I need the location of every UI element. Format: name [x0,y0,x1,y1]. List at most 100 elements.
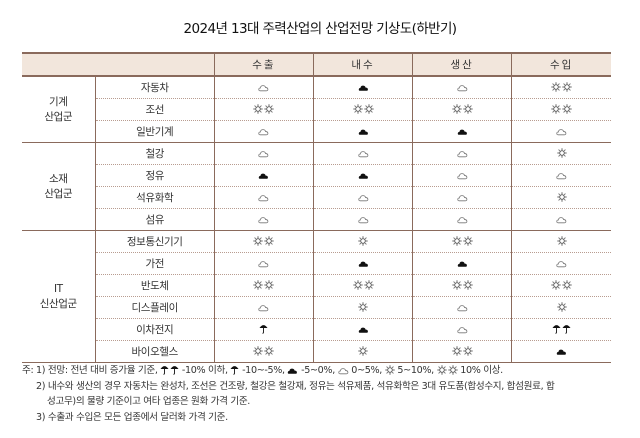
cloud-icon [556,213,567,227]
cell-import [511,340,611,363]
double-sun-icon [352,278,374,292]
cloud-icon [258,301,269,315]
cell-production [412,142,512,165]
double-sun-icon [451,234,473,248]
cell-export [213,98,314,121]
cloud-icon [357,213,369,227]
cell-import [511,164,611,187]
industry-name: 정유 [94,164,215,187]
cell-import [511,274,611,297]
footnotes: 주: 1) 전망: 전년 대비 증가율 기준, -10% 이하, -10~-5%… [22,363,622,425]
industry-name: 반도체 [94,274,215,297]
cloud-icon [357,147,369,161]
cell-domestic [312,76,413,99]
double-sun-icon [551,278,572,292]
cell-import [511,76,611,99]
footnote-3: 3) 수출과 수입은 모든 업종에서 달러화 가격 기준. [36,411,228,423]
header-production: 생산 [412,52,512,77]
cell-import [511,142,611,165]
double-sun-icon [352,102,374,116]
cell-export [213,318,314,341]
table-row: 기계 산업군 자동차 [22,76,611,143]
sun-icon [556,300,567,314]
cell-domestic [312,318,413,341]
cell-production [412,186,512,209]
cloud-icon [258,125,269,139]
umbrella-icon [230,364,239,375]
cell-export [213,208,314,231]
cell-production [412,318,512,341]
cell-production [412,76,512,99]
cell-domestic [312,230,413,253]
cell-domestic [312,120,413,143]
page-title: 2024년 13대 주력산업의 산업전망 기상도(하반기) [183,21,458,37]
cell-export [213,296,314,319]
dark-cloud-icon [358,257,369,271]
cell-domestic [312,98,413,121]
double-sun-icon [253,344,275,358]
cloud-icon [457,301,468,315]
cell-domestic [312,186,413,209]
industry-name: 이차전지 [94,318,215,341]
cell-export [213,164,314,187]
cloud-icon [556,169,567,183]
dark-cloud-icon [556,345,567,359]
cloud-icon [258,81,269,95]
cell-import [511,186,611,209]
cell-import [511,120,611,143]
cloud-icon [457,191,468,205]
cell-export [213,252,314,275]
cell-export [213,186,314,209]
industry-name: 석유화학 [94,186,215,209]
cell-import [511,98,611,121]
industry-name: 조선 [94,98,215,121]
cell-export [213,142,314,165]
footnote-2-cont: 성고무)의 물량 기준이고 여타 업종은 원화 가격 기준. [47,396,250,407]
dark-cloud-icon [457,257,468,271]
table-row: 소재 산업군 철강 [22,142,611,231]
industry-name: 바이오헬스 [94,340,215,363]
umbrella-icon [259,322,268,336]
cloud-icon [457,81,468,95]
dark-cloud-icon [358,323,369,337]
double-umbrella-icon [160,364,179,375]
cell-production [412,296,512,319]
dark-cloud-icon [287,367,298,375]
industry-name: 철강 [94,142,215,165]
cell-production [412,120,512,143]
cell-production [412,252,512,275]
cloud-icon [457,213,468,227]
table-row: 일반기계 [22,120,611,143]
sun-icon [556,190,567,204]
footnote-2: 2) 내수와 생산의 경우 자동차는 완성차, 조선은 건조량, 철강은 철강재… [36,380,555,392]
cloud-icon [337,367,349,375]
cloud-icon [357,191,369,205]
cell-domestic [312,164,413,187]
double-umbrella-icon [552,322,571,336]
double-sun-icon [253,234,275,248]
header-row: 수출 내수 생산 수입 [22,52,611,77]
industry-name: 일반기계 [94,120,215,143]
table-row: 정유 [22,164,611,187]
double-sun-icon [551,102,572,116]
cloud-icon [258,213,269,227]
cell-export [213,76,314,99]
dark-cloud-icon [358,125,369,139]
cloud-icon [258,147,269,161]
header-blank [22,52,215,77]
cell-import [511,318,611,341]
header-import: 수입 [511,52,611,77]
cloud-icon [457,323,468,337]
cell-export [213,120,314,143]
sun-icon [556,234,567,248]
double-sun-icon [451,278,473,292]
industry-name: 정보통신기기 [94,230,215,253]
group-label: 기계 산업군 [22,76,96,143]
double-sun-icon [451,344,473,358]
industry-name: 자동차 [94,76,215,99]
sun-icon [358,300,368,314]
cell-import [511,230,611,253]
cloud-icon [258,191,269,205]
table-row: 가전 [22,252,611,275]
group-label: 소재 산업군 [22,142,96,231]
